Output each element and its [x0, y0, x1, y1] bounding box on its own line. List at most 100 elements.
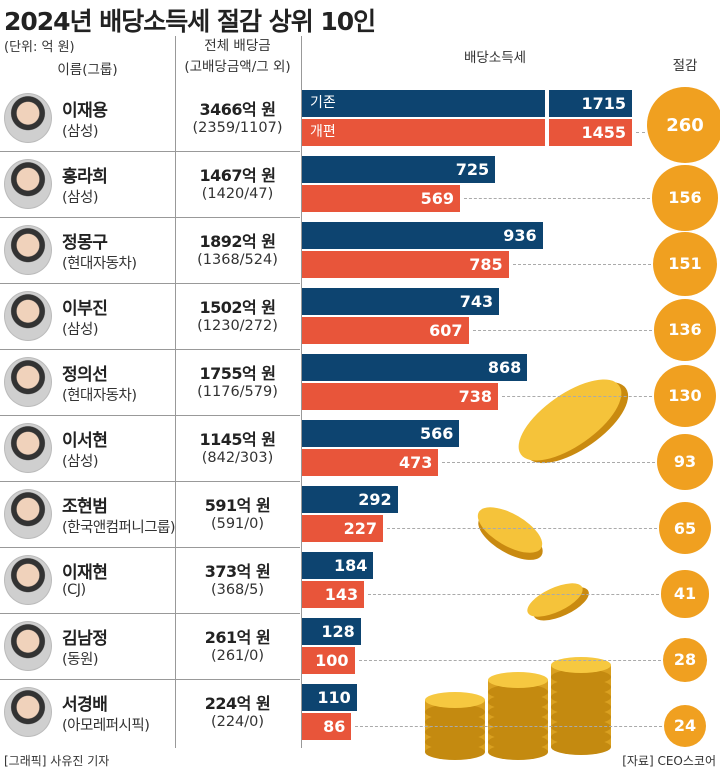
- saving-circle: 156: [652, 165, 718, 231]
- bar-before: 936: [302, 222, 543, 249]
- avatar: [4, 489, 52, 539]
- avatar: [4, 423, 52, 473]
- header-total-line2: (고배당금액/그 외): [184, 59, 291, 75]
- legend-after: 개편: [310, 124, 336, 140]
- table-row: 이재현 (CJ) 373억 원 (368/5) 184 143 41: [0, 547, 720, 618]
- row-divider: [0, 547, 300, 548]
- group-name: (삼성): [62, 454, 99, 470]
- bar-after: 100: [302, 647, 355, 674]
- group-name: (아모레퍼시픽): [62, 718, 150, 734]
- guide-line: [387, 528, 657, 529]
- bar-after: 738: [302, 383, 499, 410]
- row-divider: [0, 217, 300, 218]
- row-divider: [0, 349, 300, 350]
- saving-circle: 24: [663, 704, 707, 748]
- bar-before: 1715 기존: [302, 88, 632, 119]
- group-name: (CJ): [62, 582, 86, 598]
- guide-line: [472, 330, 652, 331]
- group-name: (한국앤컴퍼니그룹): [62, 520, 176, 536]
- header-total: 전체 배당금 (고배당금액/그 외): [175, 36, 300, 78]
- bar-before: 725: [302, 156, 496, 183]
- person-name: 서경배: [62, 695, 108, 715]
- avatar: [4, 621, 52, 671]
- total-dividend: 1892억 원: [199, 232, 276, 251]
- total-dividend: 224억 원: [204, 694, 271, 713]
- bar-after: 143: [302, 581, 365, 608]
- guide-line: [502, 396, 653, 397]
- guide-line: [358, 660, 662, 661]
- person-name: 이서현: [62, 431, 108, 451]
- guide-line: [368, 594, 660, 595]
- header-tax: 배당소득세: [463, 50, 527, 66]
- saving-circle: 130: [654, 365, 716, 427]
- source: [자료] CEO스코어: [622, 754, 716, 768]
- dividend-split: (591/0): [210, 516, 265, 532]
- bar-before: 566: [302, 420, 460, 447]
- bar-after: 569: [302, 185, 461, 212]
- table-row: 이부진 (삼성) 1502억 원 (1230/272) 743 607 136: [0, 283, 720, 362]
- person-name: 정의선: [62, 365, 108, 385]
- group-name: (현대자동차): [62, 256, 137, 272]
- header-saving: 절감: [672, 58, 698, 74]
- bar-after: 785: [302, 251, 509, 278]
- bar-after: 607: [302, 317, 469, 344]
- table-row: 조현범 (한국앤컴퍼니그룹) 591억 원 (591/0) 292 227 65: [0, 481, 720, 554]
- divider: [301, 36, 302, 748]
- dividend-split: (1368/524): [197, 252, 278, 268]
- person-name: 이재용: [62, 101, 108, 121]
- bar-before: 184: [302, 552, 374, 579]
- legend-before: 기존: [310, 95, 336, 111]
- table-row: 김남정 (동원) 261억 원 (261/0) 128 100 28: [0, 613, 720, 682]
- coin: [488, 744, 548, 760]
- saving-circle: 136: [653, 298, 717, 362]
- avatar: [4, 687, 52, 737]
- group-name: (삼성): [62, 322, 99, 338]
- bar-break-mark: [545, 117, 549, 148]
- divider: [175, 36, 176, 748]
- group-name: (현대자동차): [62, 388, 137, 404]
- dividend-split: (261/0): [210, 648, 265, 664]
- total-dividend: 261억 원: [204, 628, 271, 647]
- header-name: 이름(그룹): [57, 62, 118, 78]
- total-dividend: 1502억 원: [199, 298, 276, 317]
- bar-after: 227: [302, 515, 384, 542]
- saving-circle: 65: [659, 502, 711, 554]
- person-name: 김남정: [62, 629, 108, 649]
- avatar: [4, 291, 52, 341]
- row-divider: [0, 283, 300, 284]
- person-name: 이부진: [62, 299, 108, 319]
- total-dividend: 591억 원: [204, 496, 271, 515]
- total-dividend: 1145억 원: [199, 430, 276, 449]
- bar-before: 292: [302, 486, 398, 513]
- bar-after: 86: [302, 713, 352, 740]
- person-name: 조현범: [62, 497, 108, 517]
- coin: [425, 744, 485, 760]
- saving-circle: 41: [661, 570, 709, 618]
- dividend-split: (2359/1107): [192, 120, 283, 136]
- table-row: 서경배 (아모레퍼시픽) 224억 원 (224/0) 110 86 24: [0, 679, 720, 748]
- bar-break-mark: [545, 88, 549, 119]
- bar-before: 128: [302, 618, 361, 645]
- dividend-split: (1420/47): [201, 186, 274, 202]
- saving-circle: 151: [652, 231, 718, 297]
- total-dividend: 3466억 원: [199, 100, 276, 119]
- dividend-split: (1230/272): [197, 318, 278, 334]
- guide-line: [512, 264, 651, 265]
- group-name: (삼성): [62, 124, 99, 140]
- avatar: [4, 555, 52, 605]
- avatar: [4, 159, 52, 209]
- saving-circle: 28: [663, 638, 707, 682]
- dividend-split: (368/5): [210, 582, 265, 598]
- dividend-split: (224/0): [210, 714, 265, 730]
- guide-line: [464, 198, 651, 199]
- table-row: 홍라희 (삼성) 1467억 원 (1420/47) 725 569 156: [0, 151, 720, 231]
- row-divider: [0, 151, 300, 152]
- dividend-split: (1176/579): [197, 384, 278, 400]
- avatar: [4, 225, 52, 275]
- saving-circle: 260: [647, 87, 720, 163]
- row-divider: [0, 679, 300, 680]
- person-name: 이재현: [62, 563, 108, 583]
- header-total-line1: 전체 배당금: [204, 38, 271, 54]
- guide-line: [355, 726, 662, 727]
- table-row: 이재용 (삼성) 3466억 원 (2359/1107) 1715 기존 1455 개편 260: [0, 85, 720, 163]
